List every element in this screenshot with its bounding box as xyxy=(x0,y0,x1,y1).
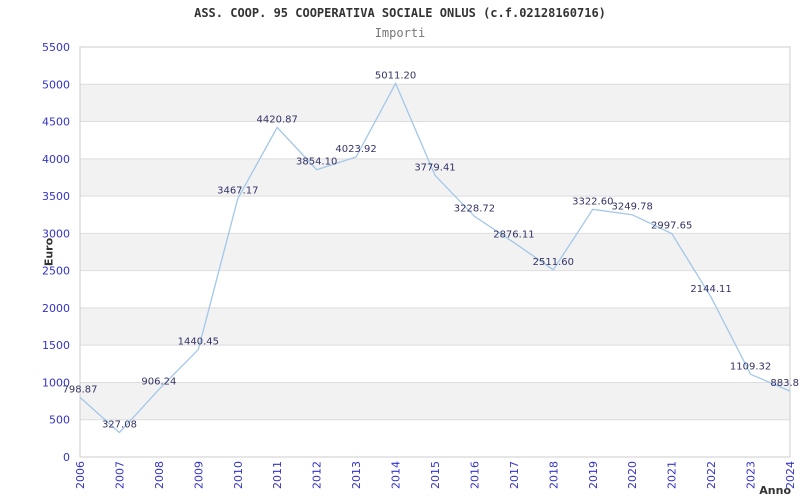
y-tick-label: 3000 xyxy=(42,227,70,240)
y-tick-label: 0 xyxy=(63,451,70,464)
x-tick-label: 2012 xyxy=(311,461,324,489)
plot-border xyxy=(79,46,791,458)
x-tick-label: 2020 xyxy=(626,461,639,489)
y-tick-label: 500 xyxy=(49,414,70,427)
y-tick-label: 3500 xyxy=(42,190,70,203)
y-tick-label: 1000 xyxy=(42,376,70,389)
x-tick-label: 2007 xyxy=(113,461,126,489)
grid-band xyxy=(80,382,790,420)
chart-title: ASS. COOP. 95 COOPERATIVA SOCIALE ONLUS … xyxy=(194,6,606,20)
point-label: 2997.65 xyxy=(651,221,692,232)
point-label: 4023.92 xyxy=(335,144,376,155)
x-tick-label: 2023 xyxy=(745,461,758,489)
point-label: 906.24 xyxy=(141,376,176,387)
x-tick-label: 2010 xyxy=(232,461,245,489)
x-tick-label: 2018 xyxy=(547,461,560,489)
point-label: 2511.60 xyxy=(533,257,574,268)
grid-band xyxy=(80,84,790,122)
x-tick-label: 2011 xyxy=(271,461,284,489)
point-label: 2876.11 xyxy=(493,230,534,241)
x-axis-title: Anno xyxy=(759,484,791,497)
grid-band xyxy=(80,233,790,271)
data-line xyxy=(79,81,791,434)
point-label: 2144.11 xyxy=(690,284,731,295)
y-tick-label: 2500 xyxy=(42,265,70,278)
x-tick-label: 2009 xyxy=(192,461,205,489)
x-tick-label: 2022 xyxy=(705,461,718,489)
y-tick-label: 2000 xyxy=(42,302,70,315)
point-label: 3249.78 xyxy=(612,202,653,213)
y-tick-label: 1500 xyxy=(42,339,70,352)
point-label: 883.8 xyxy=(770,378,799,389)
y-tick-label: 5500 xyxy=(42,41,70,54)
x-tick-label: 2019 xyxy=(587,461,600,489)
x-tick-label: 2015 xyxy=(429,461,442,489)
point-label: 327.08 xyxy=(102,420,137,431)
grid-band xyxy=(80,307,790,346)
x-tick-label: 2006 xyxy=(74,461,87,489)
point-label: 3854.10 xyxy=(296,157,337,168)
point-label: 5011.20 xyxy=(375,70,416,81)
point-label: 1440.45 xyxy=(178,337,219,348)
x-tick-label: 2017 xyxy=(508,461,521,489)
y-tick-label: 4000 xyxy=(42,153,70,166)
y-tick-label: 4500 xyxy=(42,116,70,129)
point-label: 3322.60 xyxy=(572,196,613,207)
x-tick-label: 2016 xyxy=(468,461,481,489)
y-tick-label: 5000 xyxy=(42,78,70,91)
point-label: 798.87 xyxy=(63,384,98,395)
point-label: 3779.41 xyxy=(414,162,455,173)
chart-subtitle: Importi xyxy=(374,26,426,40)
x-tick-label: 2021 xyxy=(666,461,679,489)
point-label: 3467.17 xyxy=(217,186,258,197)
point-label: 1109.32 xyxy=(730,361,771,372)
grid-band xyxy=(80,158,790,197)
point-label: 3228.72 xyxy=(454,203,495,214)
point-label: 4420.87 xyxy=(257,114,298,125)
x-tick-label: 2008 xyxy=(153,461,166,489)
x-tick-label: 2014 xyxy=(390,461,403,489)
x-tick-label: 2024 xyxy=(784,461,797,489)
x-tick-label: 2013 xyxy=(350,461,363,489)
